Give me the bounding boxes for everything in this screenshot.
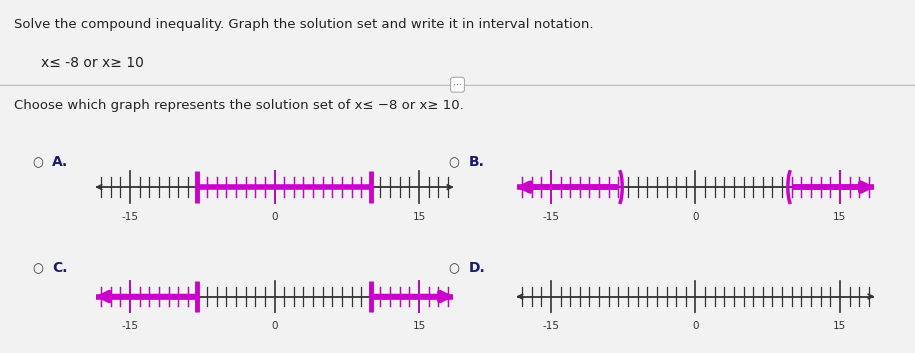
Text: ···: ··· xyxy=(453,80,462,90)
Text: Choose which graph represents the solution set of x≤ −8 or x≥ 10.: Choose which graph represents the soluti… xyxy=(14,99,464,112)
Text: 15: 15 xyxy=(834,321,846,331)
Text: A.: A. xyxy=(52,155,69,169)
Text: D.: D. xyxy=(468,261,485,275)
Text: 15: 15 xyxy=(834,212,846,222)
Text: ○: ○ xyxy=(32,262,43,275)
Text: 0: 0 xyxy=(271,212,278,222)
Text: 0: 0 xyxy=(692,212,699,222)
Text: 15: 15 xyxy=(413,321,425,331)
Text: ○: ○ xyxy=(448,156,459,169)
Text: -15: -15 xyxy=(543,321,559,331)
Text: -15: -15 xyxy=(543,212,559,222)
Text: -15: -15 xyxy=(122,212,138,222)
Text: C.: C. xyxy=(52,261,68,275)
Text: 0: 0 xyxy=(271,321,278,331)
Text: B.: B. xyxy=(468,155,484,169)
Text: 15: 15 xyxy=(413,212,425,222)
Text: ○: ○ xyxy=(32,156,43,169)
Text: x≤ -8 or x≥ 10: x≤ -8 or x≥ 10 xyxy=(41,56,144,71)
Text: Solve the compound inequality. Graph the solution set and write it in interval n: Solve the compound inequality. Graph the… xyxy=(14,18,593,31)
Text: -15: -15 xyxy=(122,321,138,331)
Text: ○: ○ xyxy=(448,262,459,275)
Text: 0: 0 xyxy=(692,321,699,331)
